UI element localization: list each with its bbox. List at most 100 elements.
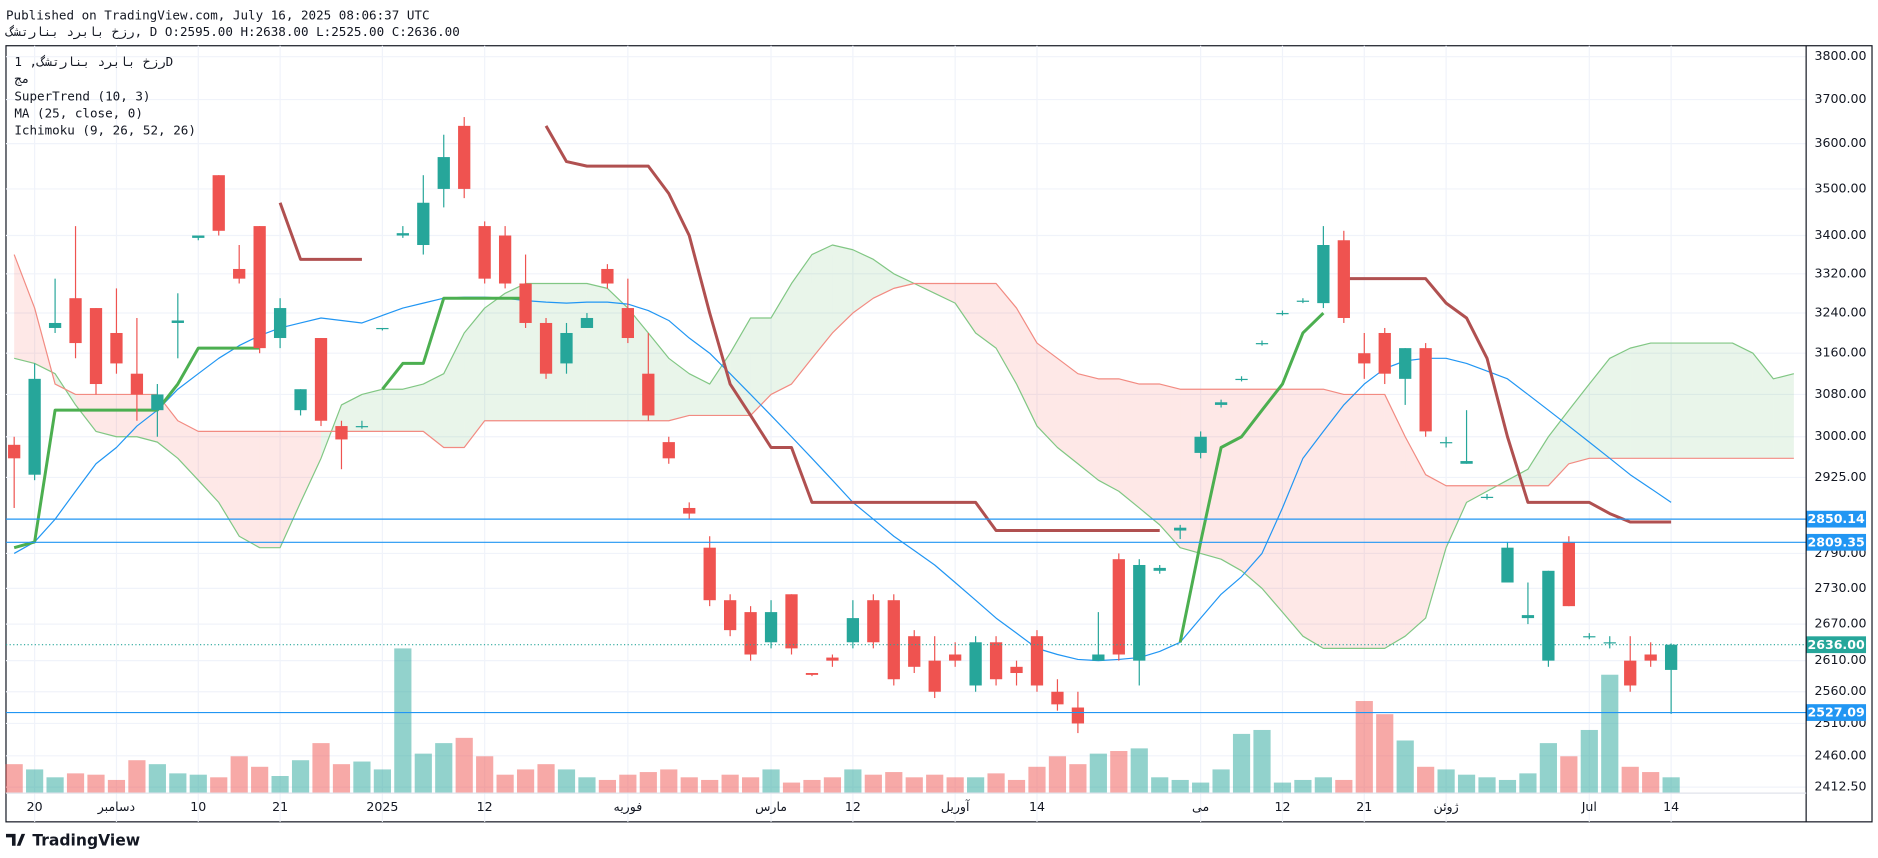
y-tick-label: 3000.00: [1815, 428, 1867, 443]
volume-bar: [1376, 714, 1394, 794]
candle-body: [1092, 654, 1105, 661]
volume-bar: [353, 761, 371, 794]
cloud-fill: [1139, 384, 1160, 525]
candle-body: [1255, 343, 1269, 345]
volume-bar: [148, 764, 166, 794]
cloud-fill: [1282, 389, 1303, 637]
candle-body: [1071, 707, 1085, 724]
candle-body: [805, 673, 819, 675]
volume-bar: [782, 782, 801, 794]
candle-body: [744, 612, 757, 655]
volume-bar: [598, 779, 616, 794]
cloud-fill: [1384, 394, 1406, 649]
candle-body: [69, 298, 82, 344]
volume-bar: [1171, 779, 1189, 794]
candle-body: [314, 338, 328, 421]
candle-body: [1542, 570, 1555, 661]
y-tick-label: 2610.00: [1815, 652, 1867, 667]
cloud-fill: [1446, 485, 1467, 548]
cloud-fill: [157, 394, 178, 459]
volume-bar: [742, 777, 760, 794]
axis-layer: 3800.00 3700.00 3600.00 3500.00 3400.00 3320.…: [5, 48, 1867, 815]
volume-bar: [946, 777, 964, 794]
volume-bar: [680, 777, 698, 794]
candle-body: [1133, 564, 1146, 661]
volume-bar: [5, 764, 23, 794]
price-tag-label: 2527.09: [1807, 705, 1864, 720]
cloud-fill: [116, 394, 137, 437]
cloud-fill: [811, 245, 833, 359]
x-tick-label: 12: [845, 799, 861, 814]
cloud-fill: [1221, 389, 1242, 571]
candle-body: [1460, 461, 1473, 464]
footer-brand: TradingView: [32, 832, 140, 850]
volume-bar: [1028, 766, 1046, 794]
cloud-fill: [893, 273, 915, 289]
price-tag-label: 2850.14: [1807, 511, 1864, 526]
cloud-fill: [382, 389, 403, 432]
x-tick-label: 12: [1274, 799, 1290, 814]
candle-body: [130, 373, 144, 395]
cloud-fill: [771, 283, 792, 395]
cloud-fill: [1077, 373, 1099, 481]
volume-bar: [66, 773, 85, 794]
volume-bar: [455, 737, 473, 794]
y-tick-label: 2412.50: [1815, 779, 1867, 794]
cloud-fill: [361, 389, 383, 432]
candle-body: [1603, 642, 1616, 644]
candle-body: [764, 612, 778, 643]
volume-bar: [1335, 779, 1353, 794]
candle-body: [1562, 541, 1575, 607]
candle-body: [519, 283, 532, 323]
cloud-fill: [1036, 343, 1058, 448]
y-tick-label: 2560.00: [1815, 683, 1867, 698]
price-tag: [1806, 704, 1867, 721]
volume-bar: [721, 774, 739, 794]
candle-layer: [8, 117, 1678, 734]
x-tick-label: آوریل: [941, 799, 970, 815]
x-tick-label: 14: [1029, 799, 1045, 814]
cloud-fill: [198, 431, 219, 503]
x-tick-label: 2025: [366, 799, 398, 814]
cloud-fill: [14, 254, 35, 364]
volume-bar: [1192, 782, 1210, 794]
cloud-fill: [443, 332, 465, 448]
volume-bar: [1519, 773, 1537, 794]
candle-body: [539, 322, 553, 374]
candle-body: [989, 642, 1003, 680]
volume-bar: [967, 777, 985, 794]
volume-bar: [987, 773, 1005, 794]
candle-body: [498, 235, 512, 284]
y-tick-label: 3600.00: [1815, 135, 1867, 150]
cloud-fill: [1548, 410, 1569, 486]
candle-body: [396, 233, 409, 236]
cloud-fill: [1650, 343, 1672, 459]
legend-subtitle: مج: [14, 71, 29, 87]
cloud-fill: [873, 259, 894, 299]
candle-body: [1112, 559, 1125, 655]
cloud-fill: [1425, 474, 1447, 619]
cloud-fill: [1466, 485, 1488, 503]
cloud-fill: [423, 373, 444, 448]
candle-body: [1214, 402, 1228, 405]
cloud-fill: [1671, 343, 1692, 459]
volume-bar: [823, 777, 842, 794]
volume-bar: [1478, 777, 1496, 794]
volume-bar: [26, 769, 44, 794]
candle-body: [89, 308, 103, 385]
candle-body: [192, 235, 205, 238]
candle-body: [1644, 654, 1657, 661]
cloud-fill: [1343, 394, 1365, 649]
candle-body: [1010, 666, 1023, 674]
candle-body: [724, 600, 737, 631]
candle-body: [949, 654, 962, 661]
volume-bar: [1314, 777, 1332, 794]
cloud-fill: [934, 283, 956, 304]
candle-body: [662, 442, 675, 459]
candle-body: [1439, 442, 1453, 444]
cloud-fill: [996, 283, 1017, 385]
cloud-fill: [177, 420, 199, 481]
candle-body: [867, 600, 880, 643]
cloud-fill: [1405, 436, 1426, 637]
